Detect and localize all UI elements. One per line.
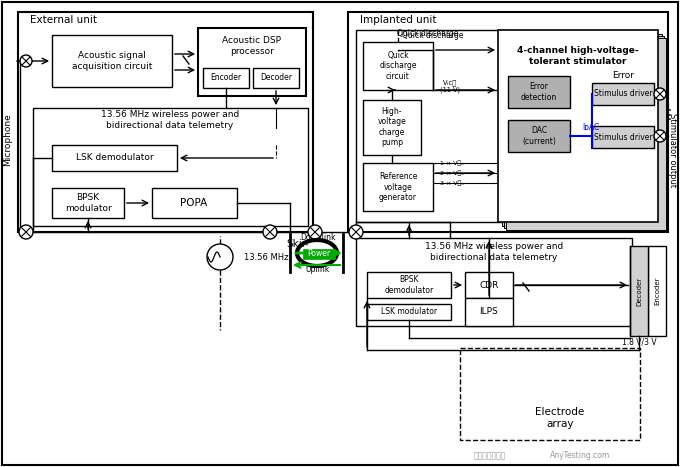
Text: AnyTesting.com: AnyTesting.com bbox=[550, 452, 610, 460]
Text: 2 × V₝ₒ: 2 × V₝ₒ bbox=[440, 170, 464, 176]
FancyBboxPatch shape bbox=[348, 12, 668, 232]
FancyBboxPatch shape bbox=[52, 188, 124, 218]
Text: DAC
(current): DAC (current) bbox=[522, 126, 556, 146]
Text: Stimulus driver: Stimulus driver bbox=[594, 90, 652, 99]
Text: Encoder: Encoder bbox=[654, 277, 660, 305]
Text: Error: Error bbox=[612, 71, 634, 80]
Text: Implanted unit: Implanted unit bbox=[360, 15, 437, 25]
Text: BPSK
demodulator: BPSK demodulator bbox=[384, 276, 434, 295]
Circle shape bbox=[654, 88, 666, 100]
FancyBboxPatch shape bbox=[198, 28, 306, 96]
Text: POPA: POPA bbox=[180, 198, 207, 208]
FancyBboxPatch shape bbox=[506, 38, 666, 230]
FancyBboxPatch shape bbox=[500, 32, 660, 224]
Text: 壳中工程院院刊: 壳中工程院院刊 bbox=[474, 452, 506, 460]
Text: 4-channel high-voltage-
tolerant stimulator: 4-channel high-voltage- tolerant stimula… bbox=[517, 46, 639, 66]
Text: LSK modulator: LSK modulator bbox=[381, 307, 437, 317]
FancyBboxPatch shape bbox=[52, 145, 177, 171]
Text: Quick discharge: Quick discharge bbox=[397, 29, 459, 38]
FancyBboxPatch shape bbox=[367, 304, 451, 320]
Text: Encoder: Encoder bbox=[210, 73, 241, 83]
Text: Decoder: Decoder bbox=[260, 73, 292, 83]
Text: IᴅAC: IᴅAC bbox=[582, 123, 599, 133]
FancyBboxPatch shape bbox=[508, 120, 570, 152]
Text: Decoder: Decoder bbox=[636, 276, 642, 305]
Circle shape bbox=[19, 225, 33, 239]
Text: Error
detection: Error detection bbox=[521, 82, 557, 102]
Circle shape bbox=[20, 55, 32, 67]
Circle shape bbox=[654, 130, 666, 142]
Text: Microphone: Microphone bbox=[3, 113, 12, 166]
Polygon shape bbox=[302, 244, 332, 262]
FancyBboxPatch shape bbox=[630, 246, 648, 336]
FancyBboxPatch shape bbox=[356, 30, 504, 222]
Text: Quick discharge: Quick discharge bbox=[403, 30, 464, 40]
Text: BPSK
modulator: BPSK modulator bbox=[65, 193, 112, 212]
FancyBboxPatch shape bbox=[33, 108, 308, 226]
Text: 13.56 MHz wireless power and
bidirectional data telemetry: 13.56 MHz wireless power and bidirection… bbox=[101, 110, 239, 130]
FancyBboxPatch shape bbox=[498, 30, 658, 222]
FancyBboxPatch shape bbox=[592, 126, 654, 148]
Circle shape bbox=[207, 244, 233, 270]
Text: 3 × V₝ₒ: 3 × V₝ₒ bbox=[440, 180, 464, 186]
FancyBboxPatch shape bbox=[363, 42, 433, 90]
FancyBboxPatch shape bbox=[152, 188, 237, 218]
FancyBboxPatch shape bbox=[648, 246, 666, 336]
Text: Electrode
array: Electrode array bbox=[535, 407, 585, 429]
Circle shape bbox=[349, 225, 363, 239]
FancyBboxPatch shape bbox=[592, 83, 654, 105]
FancyBboxPatch shape bbox=[363, 100, 421, 155]
Text: Downlink: Downlink bbox=[301, 233, 336, 241]
FancyBboxPatch shape bbox=[465, 272, 513, 298]
FancyBboxPatch shape bbox=[52, 35, 172, 87]
Text: 13.56 MHz wireless power and
bidirectional data telemetry: 13.56 MHz wireless power and bidirection… bbox=[425, 242, 563, 262]
FancyBboxPatch shape bbox=[203, 68, 249, 88]
Text: Stimulator output: Stimulator output bbox=[668, 113, 677, 187]
Circle shape bbox=[263, 225, 277, 239]
Text: 1 × V₝ₒ: 1 × V₝ₒ bbox=[440, 160, 464, 166]
Text: Stimulus driver: Stimulus driver bbox=[594, 133, 652, 142]
Text: External unit: External unit bbox=[30, 15, 97, 25]
Text: 13.56 MHz: 13.56 MHz bbox=[244, 253, 288, 262]
Text: Skin: Skin bbox=[287, 239, 309, 249]
Text: Power: Power bbox=[307, 249, 330, 259]
FancyBboxPatch shape bbox=[18, 12, 313, 232]
FancyBboxPatch shape bbox=[363, 163, 433, 211]
Text: Vₜc₝
(11 V): Vₜc₝ (11 V) bbox=[440, 79, 460, 93]
Text: LSK demodulator: LSK demodulator bbox=[76, 154, 154, 163]
Circle shape bbox=[308, 225, 322, 239]
Text: ILPS: ILPS bbox=[479, 307, 498, 317]
FancyBboxPatch shape bbox=[508, 76, 570, 108]
Text: 1.8 V/3 V: 1.8 V/3 V bbox=[622, 338, 656, 347]
FancyBboxPatch shape bbox=[465, 298, 513, 326]
Text: Acoustic DSP
processor: Acoustic DSP processor bbox=[222, 36, 282, 56]
FancyBboxPatch shape bbox=[253, 68, 299, 88]
FancyBboxPatch shape bbox=[502, 34, 662, 226]
Text: Uplink: Uplink bbox=[306, 264, 330, 274]
Text: High-
voltage
charge
pump: High- voltage charge pump bbox=[377, 107, 407, 147]
Text: ⋮: ⋮ bbox=[663, 108, 677, 122]
FancyBboxPatch shape bbox=[504, 36, 664, 228]
FancyBboxPatch shape bbox=[356, 238, 632, 326]
Text: Quick
discharge
circuit: Quick discharge circuit bbox=[379, 51, 417, 81]
FancyBboxPatch shape bbox=[367, 272, 451, 298]
Text: Acoustic signal
acquisition circuit: Acoustic signal acquisition circuit bbox=[72, 51, 152, 71]
Text: CDR: CDR bbox=[479, 281, 498, 290]
Text: Reference
voltage
generator: Reference voltage generator bbox=[379, 172, 418, 202]
FancyBboxPatch shape bbox=[303, 249, 335, 259]
